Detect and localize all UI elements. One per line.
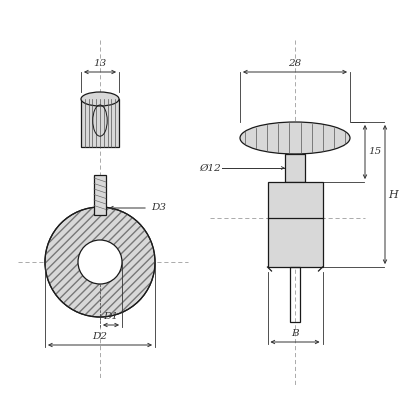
Text: 15: 15 [368,148,381,156]
Text: 13: 13 [93,59,107,68]
Ellipse shape [81,92,119,106]
Text: D3: D3 [151,204,166,212]
Text: D1: D1 [104,312,118,321]
Ellipse shape [240,122,350,154]
Circle shape [45,207,155,317]
Text: Ø12: Ø12 [199,164,221,172]
Bar [94,175,106,215]
Text: D2: D2 [92,332,108,341]
Text: B: B [291,329,299,338]
Text: H: H [388,190,398,200]
Circle shape [78,240,122,284]
Text: 28: 28 [288,59,302,68]
Bar [268,182,322,267]
Bar [290,267,300,322]
Bar [285,154,305,182]
Bar [81,99,119,147]
